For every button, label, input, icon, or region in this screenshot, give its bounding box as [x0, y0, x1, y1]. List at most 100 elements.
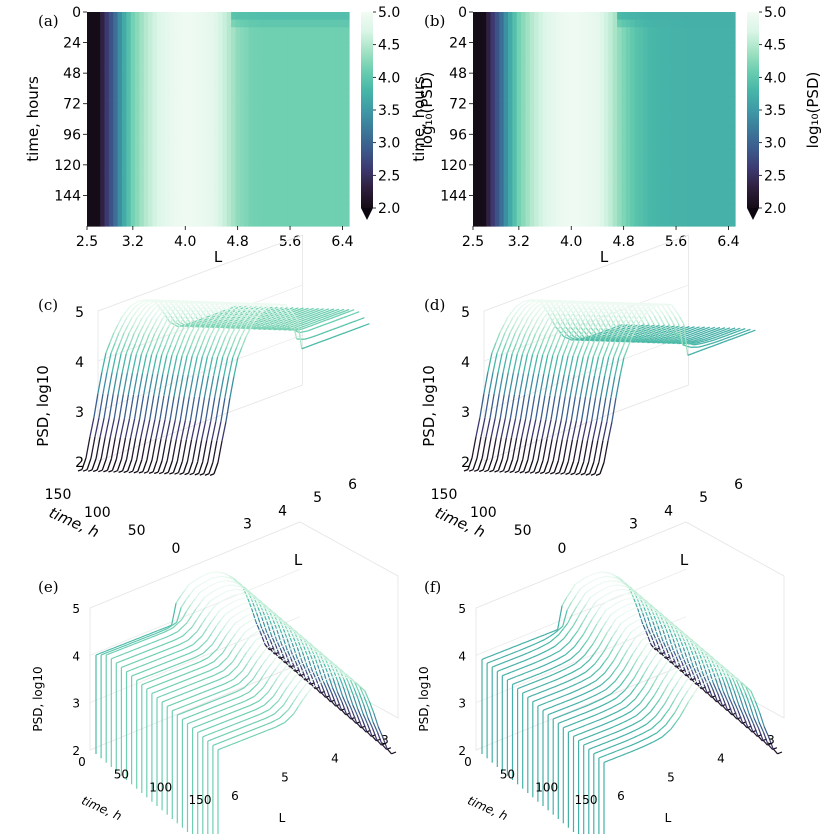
heatmap-cell [248, 141, 254, 151]
psd-curve-segment [168, 318, 174, 327]
heatmap-cell [183, 103, 189, 112]
heatmap-cell [586, 134, 592, 143]
heatmap-cell [100, 180, 106, 189]
psd-curve-segment [147, 459, 153, 472]
heatmap-cell [104, 126, 110, 135]
heatmap-cell [499, 126, 505, 135]
heatmap-cell [660, 12, 666, 21]
heatmap-cell [560, 96, 566, 105]
heatmap-cell [604, 141, 609, 151]
heatmap-cell [660, 42, 666, 51]
psd-curve-segment [136, 312, 142, 319]
heatmap-cell [139, 172, 145, 181]
heatmap-cell [560, 57, 566, 67]
heatmap-cell [595, 88, 601, 97]
heatmap-cell [226, 65, 232, 74]
heatmap-cell [582, 119, 588, 128]
heatmap-cell [327, 119, 333, 128]
heatmap-cell [257, 88, 263, 97]
heatmap-cell [534, 210, 540, 219]
heatmap-cell [503, 119, 509, 128]
heatmap-cell [529, 180, 535, 189]
heatmap-cell [638, 126, 644, 135]
heatmap-cell [287, 12, 293, 21]
heatmap-cell [283, 103, 289, 112]
heatmap-cell [344, 27, 350, 36]
heatmap-cell [187, 218, 193, 227]
heatmap-cell [174, 119, 180, 128]
heatmap-cell [213, 96, 219, 105]
heatmap-cell [143, 50, 149, 59]
heatmap-cell [695, 210, 701, 219]
heatmap-cell [721, 187, 727, 197]
heatmap-cell [542, 88, 548, 97]
heatmap-cell [643, 42, 649, 51]
psd-curve-segment [534, 325, 540, 335]
z-tick-label: 3 [461, 405, 470, 421]
heatmap-cell [231, 172, 237, 181]
heatmap-cell [486, 103, 492, 112]
heatmap-cell [721, 149, 727, 158]
psd-curve-segment [109, 418, 115, 438]
heatmap-cell [318, 187, 324, 197]
heatmap-cell [344, 96, 350, 105]
heatmap-cell [617, 195, 623, 204]
heatmap-cell [542, 180, 548, 189]
heatmap-cell [252, 111, 258, 120]
heatmap-cell [244, 172, 250, 181]
heatmap-cell [108, 119, 114, 128]
psd-curve-segment [341, 311, 347, 315]
heatmap-cell [305, 103, 311, 112]
heatmap-cell [156, 42, 162, 51]
heatmap-cell [296, 80, 302, 90]
heatmap-cell [156, 19, 162, 28]
heatmap-cell [503, 65, 509, 74]
heatmap-cell [152, 103, 158, 112]
psd-curve-segment [541, 307, 547, 314]
heatmap-cell [200, 88, 206, 97]
heatmap-cell [713, 195, 719, 204]
heatmap-cell [279, 73, 285, 82]
heatmap-cell [252, 218, 258, 227]
psd-curve-segment [111, 353, 117, 373]
psd-curve-segment [499, 324, 505, 333]
panel-label-c: (c) [38, 296, 58, 314]
psd-curve-segment [174, 396, 180, 421]
heatmap-cell [183, 34, 189, 44]
psd-curve-segment [157, 300, 163, 303]
heatmap-cell [222, 141, 228, 151]
heatmap-cell [283, 157, 289, 166]
psd-curve-segment [558, 300, 563, 303]
heatmap-cell [625, 12, 631, 21]
heatmap-cell [248, 172, 254, 181]
heatmap-cell [534, 149, 540, 158]
heatmap-cell [248, 96, 254, 105]
psd-curve-segment [305, 345, 310, 349]
heatmap-cell [499, 141, 505, 151]
heatmap-cell [652, 19, 657, 28]
heatmap-cell [178, 80, 184, 90]
heatmap-cell [547, 218, 553, 227]
heatmap-cell [599, 34, 605, 44]
psd-curve-segment [467, 457, 473, 470]
heatmap-cell [161, 19, 167, 28]
heatmap-cell [477, 50, 483, 59]
heatmap-cell [322, 126, 328, 135]
psd-curve-segment [551, 304, 556, 309]
heatmap-cell [486, 172, 492, 181]
psd-curve-segment [152, 318, 158, 327]
heatmap-cell [204, 96, 210, 105]
heatmap-cell [595, 180, 601, 189]
heatmap-cell [634, 119, 640, 128]
gridline [483, 284, 689, 362]
heatmap-cell [108, 12, 114, 21]
psd-curve-segment [205, 306, 211, 310]
heatmap-cell [638, 210, 644, 219]
heatmap-cell [95, 103, 101, 112]
psd-curve-segment [220, 306, 226, 311]
heatmap-cell [148, 195, 154, 204]
heatmap-cell [213, 50, 219, 59]
heatmap-cell [148, 42, 154, 51]
heatmap-cell [100, 157, 106, 166]
psd-curve-segment [152, 460, 158, 473]
